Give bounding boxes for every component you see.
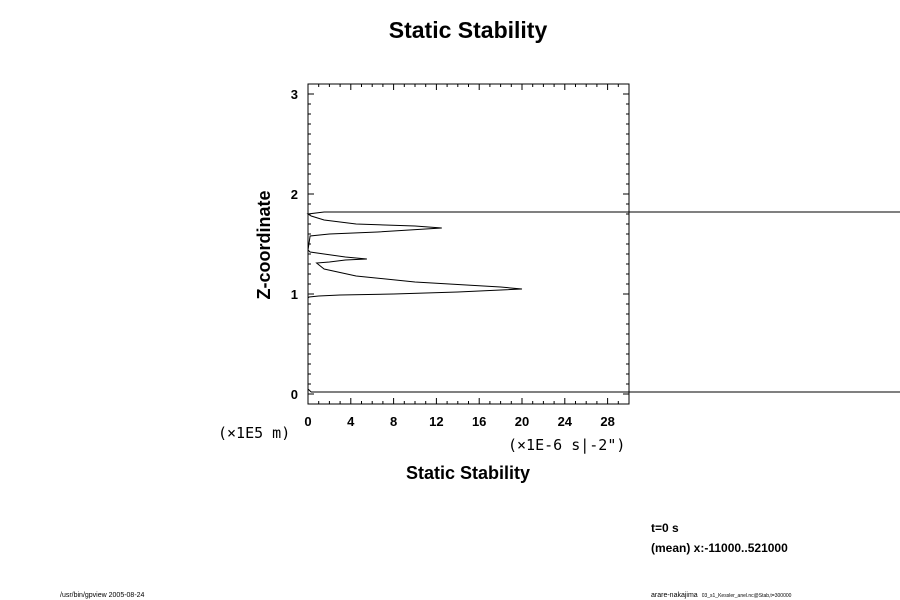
y-tick-label: 3 — [291, 87, 298, 102]
time-annotation: t=0 s — [651, 521, 679, 535]
plot-frame — [307, 83, 630, 405]
plot-border — [307, 83, 630, 405]
y-tick-label: 0 — [291, 387, 298, 402]
footer-right-main: arare-nakajima — [651, 592, 698, 599]
x-tick-label: 24 — [558, 414, 573, 429]
x-tick-label: 28 — [600, 414, 614, 429]
y-tick-label: 2 — [291, 187, 298, 202]
footer-right-small: 03_s1_Kessler_anel.nc@Stab,t=300000 — [702, 593, 792, 599]
footer-left: /usr/bin/gpview 2005-08-24 — [60, 592, 145, 599]
x-tick-label: 8 — [390, 414, 397, 429]
x-tick-label: 4 — [347, 414, 355, 429]
footer-right: arare-nakajima 03_s1_Kessler_anel.nc@Sta… — [651, 584, 792, 600]
chart-title: Static Stability — [389, 17, 548, 43]
series-line — [306, 211, 900, 393]
y-axis: 0 1 2 3 — [291, 83, 629, 405]
x-axis: 0 4 8 12 16 20 24 28 — [304, 84, 630, 429]
mean-annotation: (mean) x:-11000..521000 — [651, 541, 788, 555]
x-unit-label: (×1E-6 s|-2") — [508, 436, 625, 454]
x-tick-label: 16 — [472, 414, 486, 429]
x-axis-title: Static Stability — [406, 463, 530, 483]
x-tick-label: 0 — [304, 414, 311, 429]
y-tick-label: 1 — [291, 287, 298, 302]
x-tick-label: 12 — [429, 414, 443, 429]
y-unit-label: (×1E5 m) — [218, 424, 290, 442]
x-tick-label: 20 — [515, 414, 529, 429]
y-axis-title: Z-coordinate — [254, 190, 274, 299]
